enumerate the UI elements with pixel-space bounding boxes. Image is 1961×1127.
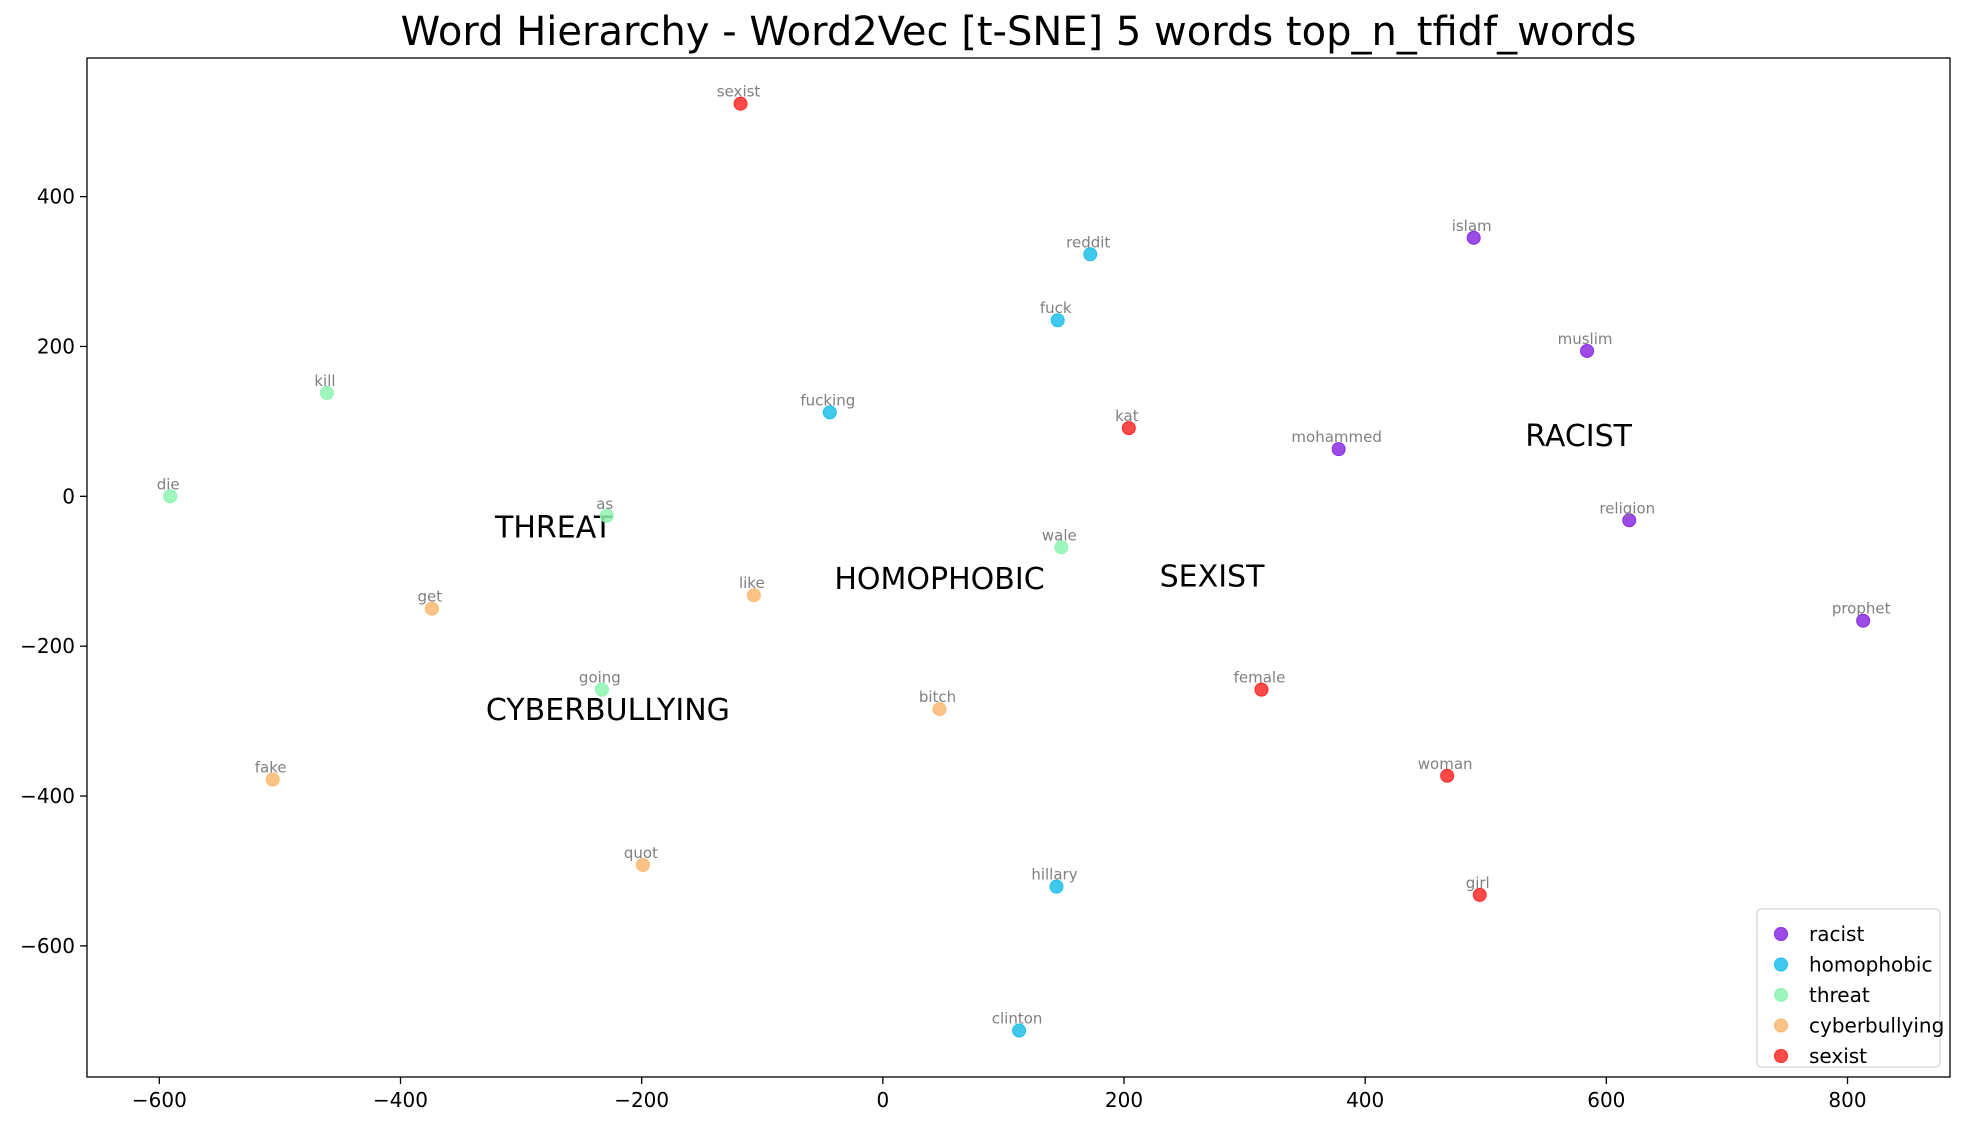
chart-title: Word Hierarchy - Word2Vec [t-SNE] 5 word… xyxy=(401,9,1637,55)
point-label-religion: religion xyxy=(1599,499,1655,517)
point-label-like: like xyxy=(739,574,765,592)
x-tick-label: −400 xyxy=(373,1088,428,1112)
legend-label-threat: threat xyxy=(1809,983,1870,1007)
data-point-quot xyxy=(635,857,650,872)
data-point-female xyxy=(1254,682,1269,697)
point-label-sexist: sexist xyxy=(717,83,761,101)
data-point-kill xyxy=(319,385,334,400)
data-point-fucking xyxy=(822,405,837,420)
data-point-prophet xyxy=(1856,613,1871,628)
legend-marker-threat xyxy=(1774,988,1788,1002)
point-label-fake: fake xyxy=(255,759,287,777)
point-label-female: female xyxy=(1234,669,1286,687)
data-point-going xyxy=(594,682,609,697)
data-point-muslim xyxy=(1580,343,1595,358)
data-point-wale xyxy=(1054,540,1069,555)
series-homophobic: reddit fuck fucking hillary clinton xyxy=(800,233,1110,1038)
x-tick-label: 200 xyxy=(1105,1088,1143,1112)
legend-label-cyberbullying: cyberbullying xyxy=(1809,1014,1944,1038)
y-tick-label: −600 xyxy=(20,934,75,958)
cluster-label-homophobic: HOMOPHOBIC xyxy=(834,562,1044,597)
legend-marker-racist xyxy=(1774,927,1788,941)
point-label-die: die xyxy=(157,475,180,493)
data-point-bitch xyxy=(932,702,947,717)
cluster-label-threat: THREAT xyxy=(494,510,613,545)
x-tick-label: 600 xyxy=(1587,1088,1625,1112)
legend-marker-cyberbullying xyxy=(1774,1018,1788,1033)
point-label-bitch: bitch xyxy=(919,688,956,706)
series-threat: kill die as wale going xyxy=(157,372,1077,697)
cluster-labels: RACIST THREAT HOMOPHOBIC SEXIST CYBERBULLYIN… xyxy=(486,419,1633,728)
point-label-kill: kill xyxy=(314,372,335,390)
point-label-woman: woman xyxy=(1418,755,1473,773)
data-points: islam muslim mohammed religion prophet reddit… xyxy=(157,83,1891,1038)
data-point-get xyxy=(424,601,439,616)
point-label-kat: kat xyxy=(1115,407,1139,425)
cluster-label-sexist: SEXIST xyxy=(1160,560,1265,595)
x-tick-label: 800 xyxy=(1828,1088,1866,1112)
data-point-hillary xyxy=(1049,879,1064,894)
point-label-fucking: fucking xyxy=(800,391,855,409)
data-point-mohammed xyxy=(1331,442,1346,457)
data-point-die xyxy=(163,489,178,504)
point-label-reddit: reddit xyxy=(1066,233,1110,251)
point-label-as: as xyxy=(596,495,613,513)
point-label-mohammed: mohammed xyxy=(1291,428,1381,446)
axes-area: −600 −400 −200 0 200 400 600 800 −600 −400 −200 0 20… xyxy=(20,57,1951,1112)
y-tick-label: −400 xyxy=(20,784,75,808)
data-point-reddit xyxy=(1083,247,1098,262)
data-point-girl xyxy=(1472,887,1487,902)
plot-frame xyxy=(86,57,1951,1078)
data-point-like xyxy=(746,588,761,603)
point-label-get: get xyxy=(418,588,443,606)
legend-label-racist: racist xyxy=(1809,922,1864,946)
legend-marker-sexist xyxy=(1774,1049,1788,1063)
data-point-fuck xyxy=(1050,313,1065,328)
point-label-prophet: prophet xyxy=(1832,600,1891,618)
series-racist: islam muslim mohammed religion prophet xyxy=(1291,217,1891,628)
series-sexist: sexist kat female woman girl xyxy=(717,83,1490,902)
cluster-label-racist: RACIST xyxy=(1525,419,1632,454)
point-label-fuck: fuck xyxy=(1040,299,1072,317)
data-point-islam xyxy=(1466,230,1481,245)
point-label-clinton: clinton xyxy=(992,1010,1043,1028)
legend-label-sexist: sexist xyxy=(1809,1044,1867,1068)
data-point-as xyxy=(599,508,614,523)
y-tick-label: −200 xyxy=(20,634,75,658)
y-tick-label: 400 xyxy=(37,185,75,209)
legend-marker-homophobic xyxy=(1774,957,1788,972)
data-point-fake xyxy=(265,772,280,787)
point-label-wale: wale xyxy=(1042,526,1077,544)
data-point-kat xyxy=(1121,421,1136,436)
legend-box xyxy=(1756,908,1941,1068)
x-tick-label: −200 xyxy=(614,1088,669,1112)
x-tick-label: 0 xyxy=(876,1088,889,1112)
legend-label-homophobic: homophobic xyxy=(1809,953,1933,977)
y-tick-label: 0 xyxy=(62,484,75,508)
cluster-label-cyberbullying: CYBERBULLYING xyxy=(486,693,730,728)
series-cyberbullying: get like bitch fake quot xyxy=(255,574,956,872)
y-tick-label: 200 xyxy=(37,334,75,358)
data-point-woman xyxy=(1440,768,1455,783)
point-label-going: going xyxy=(579,669,621,687)
legend: racist homophobic threat cyberbullying sexis… xyxy=(1756,908,1944,1068)
point-label-islam: islam xyxy=(1452,217,1492,235)
point-label-muslim: muslim xyxy=(1558,330,1613,348)
data-point-religion xyxy=(1622,513,1637,528)
point-label-quot: quot xyxy=(624,844,658,862)
x-tick-label: 400 xyxy=(1346,1088,1384,1112)
point-label-girl: girl xyxy=(1466,874,1490,892)
x-tick-label: −600 xyxy=(132,1088,187,1112)
point-label-hillary: hillary xyxy=(1031,866,1077,884)
data-point-clinton xyxy=(1012,1023,1027,1038)
data-point-sexist xyxy=(733,96,748,111)
